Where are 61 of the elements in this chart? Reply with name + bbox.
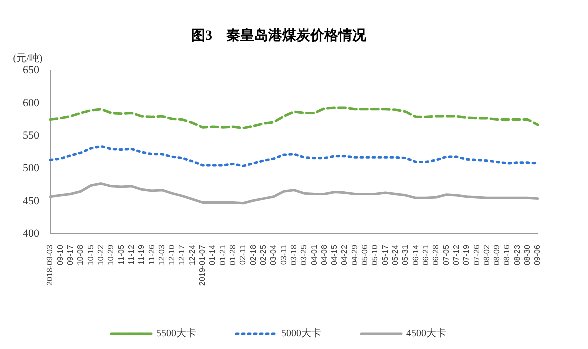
legend-label: 5500大卡 — [156, 328, 196, 340]
x-tick-label: 04-08 — [320, 244, 329, 266]
x-tick-label: 07-05 — [442, 244, 451, 266]
y-tick-label: 450 — [23, 195, 40, 208]
legend-label: 5000大卡 — [282, 328, 322, 340]
x-tick-label: 02-11 — [238, 244, 248, 265]
x-tick-label: 09-06 — [533, 244, 542, 266]
x-tick-label: 09-17 — [66, 244, 76, 266]
x-tick-label: 04-15 — [330, 244, 340, 266]
x-tick-label: 06-21 — [421, 244, 430, 266]
x-tick-label: 12-10 — [168, 244, 177, 266]
x-tick-label: 03-11 — [279, 244, 288, 265]
x-tick-label: 07-12 — [452, 244, 461, 266]
x-tick-label: 11-12 — [126, 244, 136, 265]
line-series — [49, 106, 540, 130]
x-tick-label: 08-16 — [502, 244, 512, 266]
x-tick-label: 10-08 — [76, 244, 86, 266]
x-tick-label: 03-18 — [289, 244, 298, 266]
x-tick-label: 02-25 — [258, 244, 268, 266]
x-tick-label: 12-24 — [188, 244, 197, 266]
y-axis-title: (元/吨) — [13, 52, 43, 64]
x-tick-label: 06-14 — [411, 244, 420, 266]
x-tick-label: 04-29 — [350, 244, 360, 266]
x-tick-label: 07-26 — [472, 244, 482, 266]
legend-label: 4500大卡 — [406, 328, 446, 340]
x-tick-label: 08-09 — [492, 244, 502, 266]
x-tick-label: 05-24 — [391, 244, 400, 266]
x-tick-label: 12-17 — [178, 244, 187, 266]
x-tick-label: 11-05 — [116, 244, 126, 265]
x-tick-label: 04-22 — [340, 244, 350, 266]
x-tick-label: 05-31 — [401, 244, 410, 266]
x-tick-label: 11-19 — [137, 244, 146, 265]
x-tick-label: 02-18 — [248, 244, 258, 266]
x-tick-label: 10-29 — [106, 244, 116, 266]
x-tick-label: 08-23 — [512, 244, 522, 266]
x-tick-label: 10-15 — [86, 244, 96, 266]
x-tick-label: 05-17 — [380, 244, 390, 266]
y-tick-label: 600 — [23, 97, 40, 110]
x-tick-label: 05-06 — [360, 244, 370, 266]
chart-title: 图3 秦皇岛港煤炭价格情况 — [192, 28, 368, 44]
x-tick-label: 09-10 — [56, 244, 65, 266]
y-tick-label: 400 — [23, 228, 40, 240]
x-tick-label: 01-28 — [228, 244, 238, 266]
x-tick-label: 12-03 — [157, 244, 166, 266]
x-tick-label: 2019-01-07 — [198, 244, 208, 286]
y-tick-label: 650 — [23, 64, 40, 77]
y-tick-label: 500 — [23, 162, 40, 175]
x-tick-label: 04-01 — [310, 244, 319, 266]
y-tick-label: 550 — [23, 130, 40, 142]
x-tick-label: 01-14 — [208, 244, 218, 266]
x-tick-label: 11-26 — [147, 244, 156, 265]
x-tick-label: 07-19 — [462, 244, 472, 266]
x-tick-label: 08-30 — [523, 244, 532, 266]
x-tick-label: 06-28 — [432, 244, 441, 266]
x-tick-label: 05-10 — [370, 244, 380, 266]
x-tick-label: 03-25 — [300, 244, 309, 266]
x-tick-label: 03-04 — [269, 244, 278, 266]
x-tick-label: 08-02 — [482, 244, 492, 266]
x-tick-label: 2018-09-03 — [46, 244, 55, 286]
x-tick-label: 01-21 — [218, 244, 228, 266]
x-tick-label: 10-22 — [96, 244, 106, 266]
